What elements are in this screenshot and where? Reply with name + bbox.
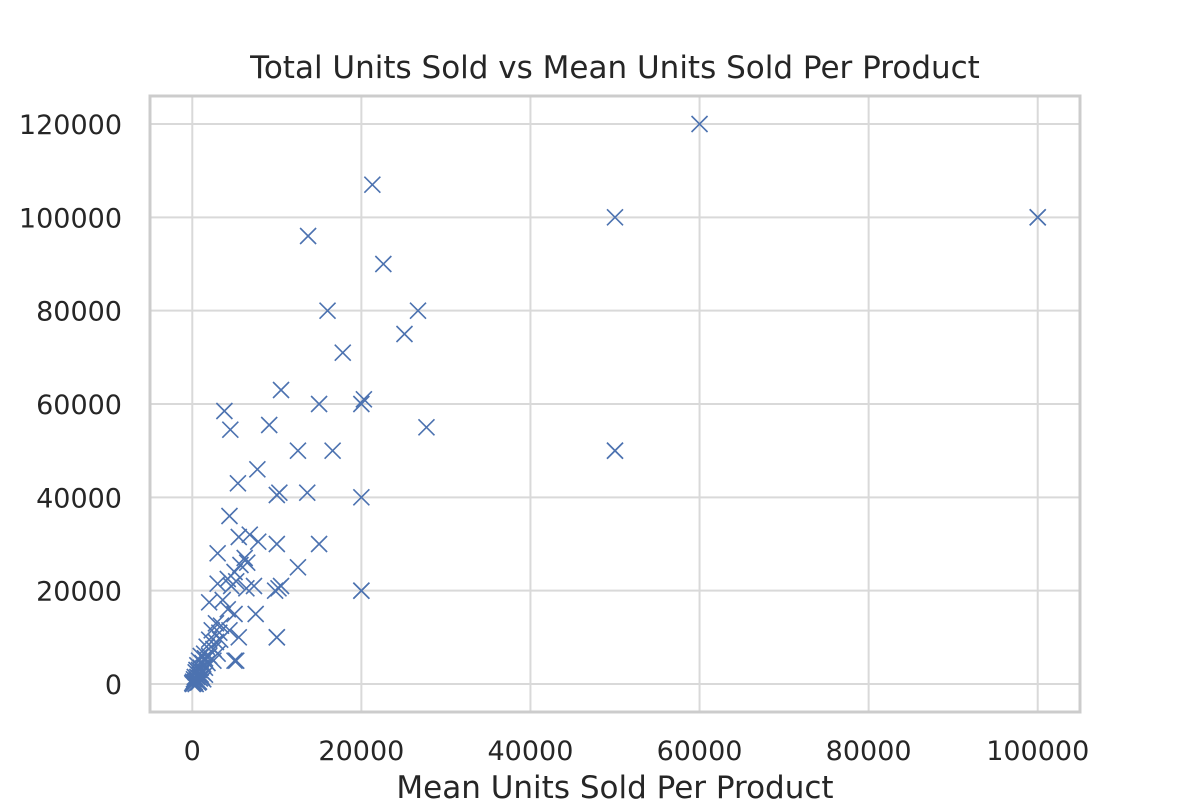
data-point: [298, 484, 316, 502]
plot-frame: [148, 94, 1082, 714]
data-point: [606, 442, 624, 460]
y-tick-label: 120000: [19, 110, 122, 141]
y-tick-label: 60000: [36, 390, 122, 421]
data-point: [272, 381, 290, 399]
data-point: [230, 628, 248, 646]
data-point: [417, 418, 436, 436]
data-point: [299, 227, 317, 245]
data-point: [193, 668, 211, 686]
y-tick-label: 100000: [19, 203, 122, 234]
data-points: [183, 115, 1047, 693]
x-tick-label: 60000: [657, 736, 743, 767]
data-point: [606, 208, 624, 226]
data-point: [227, 572, 245, 590]
grid: [150, 96, 1080, 712]
data-point: [334, 344, 352, 362]
data-point: [268, 628, 286, 646]
data-point: [247, 605, 265, 623]
data-point: [212, 617, 230, 635]
data-point: [214, 591, 232, 609]
data-point: [245, 577, 263, 595]
data-point: [352, 582, 370, 600]
data-point: [268, 535, 286, 553]
data-point: [355, 390, 373, 408]
data-point: [409, 302, 427, 320]
data-point: [241, 526, 259, 544]
y-tick-label: 40000: [36, 483, 122, 514]
data-point: [310, 395, 328, 413]
data-point: [184, 675, 202, 693]
tick-labels: 0 20000 40000 60000 80000 100000 0 20000 40000 60…: [19, 110, 1089, 767]
data-point: [318, 302, 337, 320]
data-point: [260, 416, 278, 434]
data-point: [220, 507, 239, 525]
data-point: [211, 631, 229, 649]
x-tick-label: 80000: [826, 736, 912, 767]
data-point: [249, 533, 267, 551]
x-tick-label: 20000: [318, 736, 404, 767]
data-point: [352, 395, 370, 413]
data-point: [310, 535, 328, 553]
data-point: [227, 652, 245, 670]
data-point: [374, 255, 392, 273]
data-point: [363, 176, 381, 194]
y-tick-label: 20000: [36, 577, 122, 608]
data-point: [221, 421, 239, 439]
data-point: [215, 402, 233, 420]
y-tick-label: 0: [105, 670, 122, 701]
x-axis-label: Mean Units Sold Per Product: [396, 770, 833, 800]
chart-title: Total Units Sold vs Mean Units Sold Per …: [249, 50, 980, 86]
data-point: [230, 528, 248, 546]
data-point: [225, 652, 244, 670]
data-point: [236, 549, 254, 567]
data-point: [270, 484, 288, 502]
x-tick-label: 0: [184, 736, 201, 767]
data-point: [324, 442, 342, 460]
data-point: [1029, 208, 1047, 226]
data-point: [209, 544, 227, 562]
y-tick-label: 80000: [36, 297, 122, 328]
data-point: [289, 558, 307, 576]
data-point: [190, 673, 208, 691]
data-point: [690, 115, 709, 133]
data-point: [238, 554, 256, 572]
data-point: [210, 624, 228, 642]
x-tick-label: 40000: [488, 736, 574, 767]
x-tick-label: 100000: [986, 736, 1089, 767]
data-point: [225, 605, 244, 623]
data-point: [248, 460, 266, 478]
data-point: [229, 474, 247, 492]
data-point: [395, 325, 414, 343]
data-point: [272, 577, 290, 595]
data-point: [352, 488, 370, 506]
data-point: [289, 442, 307, 460]
